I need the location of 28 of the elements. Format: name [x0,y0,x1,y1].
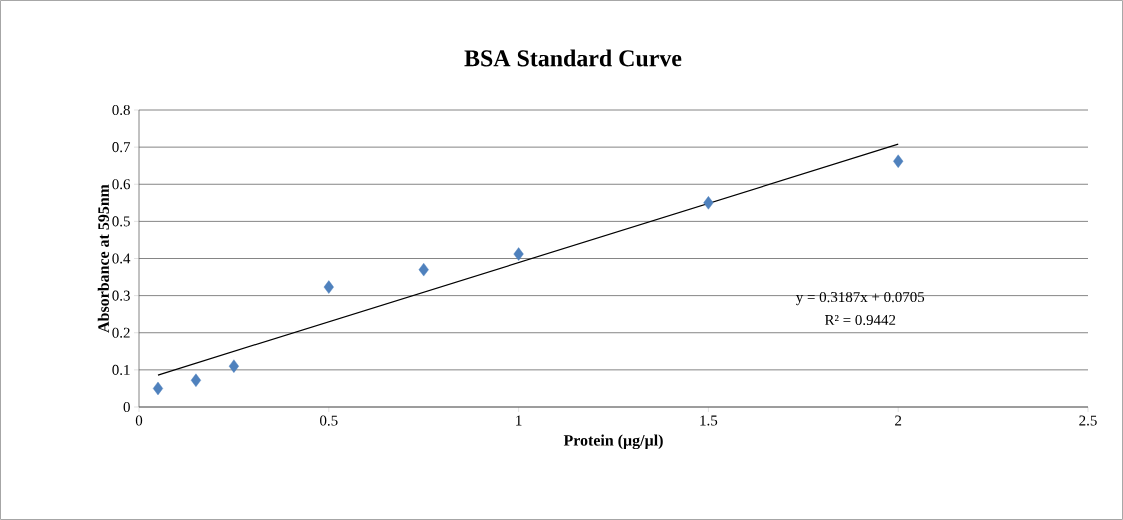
x-tick-label: 0 [135,415,143,426]
y-tick-label: 0.6 [112,179,131,190]
y-tick-label: 0 [123,401,130,413]
x-tick-label: 1.5 [700,415,718,426]
point [893,154,904,168]
y-tick-label: 0.3 [112,290,130,301]
annotation: y = 0.3187x + 0.0705 [795,292,925,306]
y-tick-label: 0.5 [112,216,130,227]
point [703,196,714,210]
y-tick-label: 0.7 [112,142,131,153]
y-tick-label: 0.1 [112,364,130,375]
y-tick-label: 0.4 [112,253,131,264]
chart-title: BSA Standard Curve [464,49,682,67]
point [152,381,164,396]
point [190,373,201,387]
point [418,262,429,277]
y-tick-label: 0.2 [112,327,130,338]
x-tick-label: 0.5 [320,415,338,426]
point [228,359,239,373]
x-tick-label: 1 [516,415,522,426]
x-axis-title: Protein (µg/µl) [563,434,663,450]
point [513,247,524,261]
point [323,280,334,294]
y-tick-label: 0.8 [112,104,130,116]
annotation: R² = 0.9442 [824,314,896,326]
x-tick-label: 2.5 [1079,415,1097,426]
x-tick-label: 2 [895,415,902,426]
y-axis-title: Absorbance at 595nm [97,184,109,333]
